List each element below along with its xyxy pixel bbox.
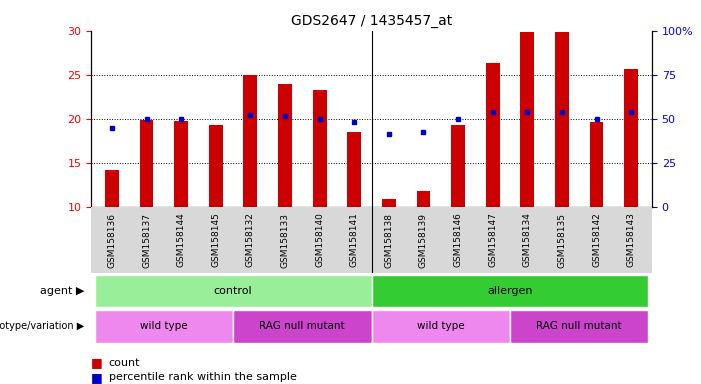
- Bar: [624, 69, 638, 207]
- Bar: [372, 275, 648, 307]
- Text: GSM158139: GSM158139: [419, 213, 428, 268]
- Text: GSM158132: GSM158132: [246, 213, 255, 268]
- Text: ■: ■: [91, 356, 103, 369]
- Text: allergen: allergen: [487, 286, 533, 296]
- Text: GSM158145: GSM158145: [211, 213, 220, 268]
- Bar: [590, 122, 604, 207]
- Title: GDS2647 / 1435457_at: GDS2647 / 1435457_at: [291, 14, 452, 28]
- Bar: [416, 192, 430, 207]
- Text: GSM158144: GSM158144: [177, 213, 186, 267]
- Text: GSM158140: GSM158140: [315, 213, 324, 268]
- Text: genotype/variation ▶: genotype/variation ▶: [0, 321, 84, 331]
- Bar: [510, 310, 648, 343]
- Text: control: control: [214, 286, 252, 296]
- Text: wild type: wild type: [417, 321, 465, 331]
- Text: RAG null mutant: RAG null mutant: [259, 321, 345, 331]
- Bar: [243, 75, 257, 207]
- Bar: [175, 121, 188, 207]
- Text: GSM158137: GSM158137: [142, 213, 151, 268]
- Bar: [209, 125, 223, 207]
- Text: percentile rank within the sample: percentile rank within the sample: [109, 372, 297, 382]
- Text: ■: ■: [91, 371, 103, 384]
- Bar: [233, 310, 372, 343]
- Bar: [451, 125, 465, 207]
- Text: GSM158133: GSM158133: [280, 213, 290, 268]
- Text: wild type: wild type: [140, 321, 188, 331]
- Text: GSM158134: GSM158134: [523, 213, 532, 268]
- Text: GSM158147: GSM158147: [488, 213, 497, 268]
- Bar: [486, 63, 500, 207]
- Text: GSM158141: GSM158141: [350, 213, 359, 268]
- Bar: [382, 199, 396, 207]
- Bar: [520, 33, 534, 207]
- Text: RAG null mutant: RAG null mutant: [536, 321, 622, 331]
- Text: GSM158138: GSM158138: [384, 213, 393, 268]
- Text: GSM158143: GSM158143: [627, 213, 636, 268]
- Bar: [555, 33, 569, 207]
- Text: GSM158135: GSM158135: [557, 213, 566, 268]
- Bar: [347, 132, 361, 207]
- Bar: [105, 170, 119, 207]
- Text: GSM158146: GSM158146: [454, 213, 463, 268]
- Bar: [139, 120, 154, 207]
- Text: count: count: [109, 358, 140, 368]
- Bar: [95, 310, 233, 343]
- Text: agent ▶: agent ▶: [40, 286, 84, 296]
- Bar: [95, 275, 372, 307]
- Bar: [372, 310, 510, 343]
- Text: GSM158142: GSM158142: [592, 213, 601, 267]
- Text: GSM158136: GSM158136: [107, 213, 116, 268]
- Bar: [278, 84, 292, 207]
- Bar: [313, 90, 327, 207]
